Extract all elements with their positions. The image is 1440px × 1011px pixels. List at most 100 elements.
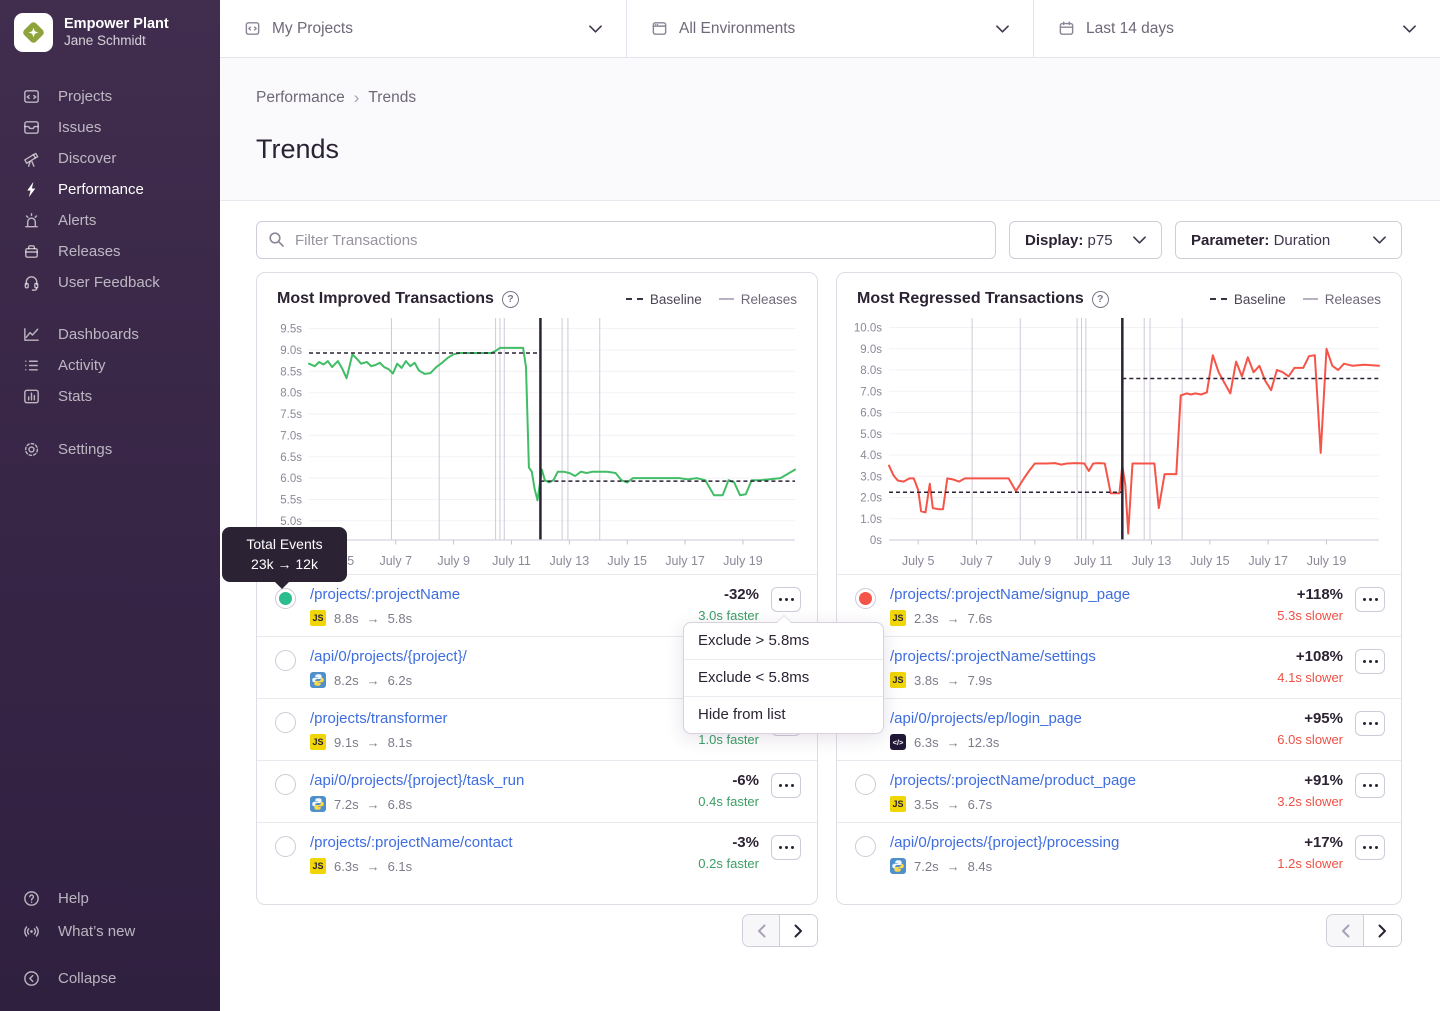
filter-transactions-input[interactable] (256, 221, 996, 259)
sidebar-item-user-feedback[interactable]: User Feedback (0, 267, 220, 298)
ellipsis-icon (1368, 660, 1372, 663)
previous-page-button[interactable] (1327, 915, 1364, 946)
svg-text:8.5s: 8.5s (280, 366, 302, 378)
transaction-link[interactable]: /api/0/projects/{project}/processing (890, 834, 1120, 851)
sidebar-item-settings[interactable]: Settings (0, 434, 220, 465)
sidebar-item-label: Projects (58, 88, 113, 105)
sidebar-item-label: Performance (58, 181, 144, 198)
transaction-link[interactable]: /projects/:projectName/signup_page (890, 586, 1131, 603)
more-options-button[interactable] (1355, 711, 1385, 736)
transaction-link[interactable]: /projects/:projectName/contact (310, 834, 513, 851)
svg-text:July 19: July 19 (723, 554, 763, 568)
svg-text:9.0s: 9.0s (860, 344, 882, 356)
date-range-dropdown[interactable]: Last 14 days (1034, 0, 1440, 57)
svg-text:8.0s: 8.0s (280, 388, 302, 400)
sidebar-item-collapse[interactable]: Collapse (0, 962, 220, 995)
breadcrumb: Performance › Trends (256, 88, 1440, 108)
transaction-radio[interactable] (275, 650, 296, 671)
project-filter-dropdown[interactable]: My Projects (220, 0, 627, 57)
page-header: Performance › Trends Trends (220, 58, 1440, 201)
duration-to: 7.9s (967, 672, 993, 688)
transaction-link[interactable]: /projects/:projectName (310, 586, 461, 603)
menu-item-hide-from-list[interactable]: Hide from list (684, 696, 883, 733)
more-options-button[interactable] (1355, 835, 1385, 860)
settings-icon (21, 440, 41, 459)
parameter-dropdown[interactable]: Parameter: Duration (1175, 221, 1402, 259)
org-switcher[interactable]: Empower Plant Jane Schmidt (0, 0, 220, 65)
sidebar-item-dashboards[interactable]: Dashboards (0, 319, 220, 350)
svg-text:10.0s: 10.0s (854, 323, 882, 335)
svg-text:2.0s: 2.0s (860, 493, 882, 505)
table-row: /projects/:projectName/contact JS 6.3s → 6.… (257, 822, 817, 884)
sidebar-item-stats[interactable]: Stats (0, 381, 220, 412)
sidebar-item-label: Releases (58, 243, 121, 260)
more-options-button[interactable] (771, 587, 801, 612)
transaction-radio[interactable] (855, 588, 876, 609)
help-icon[interactable]: ? (501, 290, 519, 308)
sidebar-item-whats-new[interactable]: What’s new (0, 915, 220, 948)
transaction-link[interactable]: /projects/:projectName/product_page (890, 772, 1136, 789)
svg-text:1.0s: 1.0s (860, 514, 882, 526)
sidebar-item-releases[interactable]: Releases (0, 236, 220, 267)
regressed-trend-chart[interactable]: 10.0s 9.0s 8.0s 7.0s 6.0s 5.0s 4.0s 3.0s 2.0s 1.0… (843, 312, 1387, 574)
transaction-link[interactable]: /api/0/projects/{project}/task_run (310, 772, 525, 789)
delta-label: 0.2s faster (698, 856, 759, 871)
duration-from: 8.2s (334, 672, 359, 688)
previous-page-button[interactable] (743, 915, 780, 946)
sidebar-item-performance[interactable]: Performance (0, 174, 220, 205)
percent-change: +118% (1296, 586, 1343, 603)
chevron-down-icon (589, 24, 602, 33)
sidebar-item-help[interactable]: Help (0, 882, 220, 915)
arrow-right-icon: → (366, 610, 380, 626)
transaction-radio[interactable] (855, 836, 876, 857)
transaction-radio[interactable] (275, 588, 296, 609)
sidebar-item-label: Settings (58, 441, 113, 458)
sidebar-item-alerts[interactable]: Alerts (0, 205, 220, 236)
table-row: /api/0/projects/{project}/processing 7.2… (837, 822, 1401, 884)
arrow-right-icon: → (277, 556, 292, 572)
legend-baseline: Baseline (1209, 292, 1286, 307)
more-options-button[interactable] (1355, 773, 1385, 798)
sidebar-item-activity[interactable]: Activity (0, 350, 220, 381)
sidebar-item-projects[interactable]: Projects (0, 81, 220, 112)
duration-to: 7.6s (967, 610, 993, 626)
more-options-button[interactable] (771, 773, 801, 798)
stats-icon (21, 387, 41, 406)
transaction-link[interactable]: /projects/:projectName/settings (890, 648, 1096, 665)
ellipsis-icon (784, 784, 788, 787)
transaction-link[interactable]: /projects/transformer (310, 710, 448, 727)
transaction-radio[interactable] (275, 836, 296, 857)
sidebar-item-discover[interactable]: Discover (0, 143, 220, 174)
breadcrumb-performance[interactable]: Performance (256, 89, 345, 106)
menu-item-exclude-below[interactable]: Exclude < 5.8ms (684, 659, 883, 696)
more-options-button[interactable] (1355, 649, 1385, 674)
transaction-context-menu: Exclude > 5.8ms Exclude < 5.8ms Hide fro… (683, 615, 884, 734)
duration-to: 6.2s (387, 672, 413, 688)
transaction-link[interactable]: /api/0/projects/ep/login_page (890, 710, 1082, 727)
improved-trend-chart[interactable]: 9.5s 9.0s 8.5s 8.0s 7.5s 7.0s 6.5s 6.0s 5.5s 5.0s… (263, 312, 803, 574)
transaction-radio[interactable] (275, 712, 296, 733)
ellipsis-icon (1368, 784, 1372, 787)
transaction-radio[interactable] (275, 774, 296, 795)
next-page-button[interactable] (1364, 915, 1401, 946)
sidebar-item-label: Help (58, 890, 89, 907)
display-dropdown[interactable]: Display: p75 (1009, 221, 1162, 259)
dashboards-icon (21, 325, 41, 344)
more-options-button[interactable] (1355, 587, 1385, 612)
delta-label: 3.0s faster (698, 608, 759, 623)
chart-legend: Baseline Releases (1209, 292, 1381, 307)
next-page-button[interactable] (780, 915, 817, 946)
parameter-label: Parameter: (1191, 231, 1270, 249)
arrow-right-icon: → (946, 796, 960, 812)
topbar: My Projects All Environments Last 14 day… (220, 0, 1440, 58)
sidebar-item-issues[interactable]: Issues (0, 112, 220, 143)
transaction-radio[interactable] (855, 774, 876, 795)
menu-item-exclude-above[interactable]: Exclude > 5.8ms (698, 632, 810, 649)
more-options-button[interactable] (771, 835, 801, 860)
transaction-link[interactable]: /api/0/projects/{project}/ (310, 648, 467, 665)
help-icon[interactable]: ? (1091, 290, 1109, 308)
svg-text:0s: 0s (870, 535, 882, 547)
environment-filter-dropdown[interactable]: All Environments (627, 0, 1034, 57)
arrow-right-icon: → (946, 610, 960, 626)
display-value: p75 (1087, 231, 1113, 249)
